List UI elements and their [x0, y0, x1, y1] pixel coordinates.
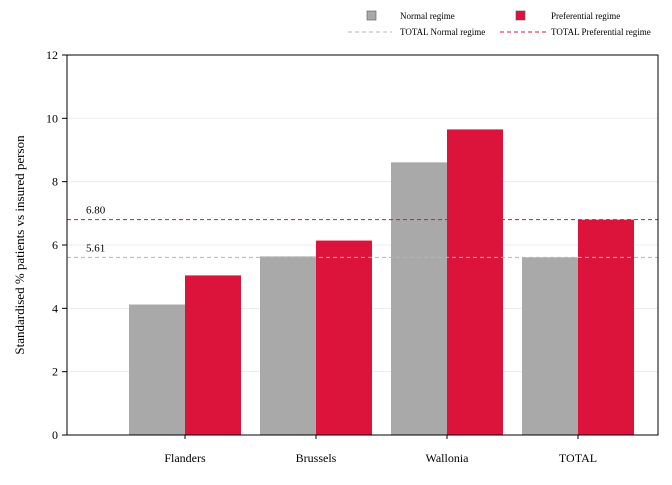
- y-tick-label: 12: [46, 48, 58, 62]
- y-tick-label: 2: [52, 365, 58, 379]
- y-tick-label: 0: [52, 428, 58, 442]
- x-axis-ticks: Flanders Brussels Wallonia TOTAL: [164, 435, 597, 465]
- legend-swatch: [515, 10, 526, 21]
- reference-lines: 5.61 6.80: [67, 205, 658, 258]
- y-tick-label: 8: [52, 175, 58, 189]
- x-tick-label: Brussels: [296, 451, 337, 465]
- bar-normal-regime: [260, 256, 316, 435]
- y-axis-title: Standardised % patients vs insured perso…: [12, 135, 27, 355]
- bars: [129, 129, 634, 435]
- x-tick-label: TOTAL: [559, 451, 597, 465]
- bar-preferential-regime: [185, 275, 241, 435]
- legend-label: TOTAL Normal regime: [400, 27, 485, 37]
- reference-line-label: 5.61: [86, 242, 105, 254]
- y-tick-label: 10: [46, 111, 58, 125]
- legend-label: Normal regime: [400, 11, 455, 21]
- legend: Normal regime Preferential regime TOTAL No…: [348, 10, 651, 37]
- bar-preferential-regime: [447, 129, 503, 435]
- legend-label: TOTAL Preferential regime: [551, 27, 651, 37]
- x-tick-label: Flanders: [164, 451, 206, 465]
- bar-preferential-regime: [316, 240, 372, 435]
- y-tick-label: 4: [52, 301, 58, 315]
- bar-normal-regime: [391, 162, 447, 435]
- bar-normal-regime: [522, 257, 578, 435]
- reference-line-label: 6.80: [86, 205, 106, 217]
- y-axis-ticks: 0 2 4 6 8 10 12: [46, 48, 67, 442]
- legend-swatch: [366, 10, 377, 21]
- bar-preferential-regime: [578, 219, 634, 435]
- legend-label: Preferential regime: [551, 11, 620, 21]
- x-tick-label: Wallonia: [425, 451, 469, 465]
- bar-normal-regime: [129, 304, 185, 435]
- y-tick-label: 6: [52, 238, 58, 252]
